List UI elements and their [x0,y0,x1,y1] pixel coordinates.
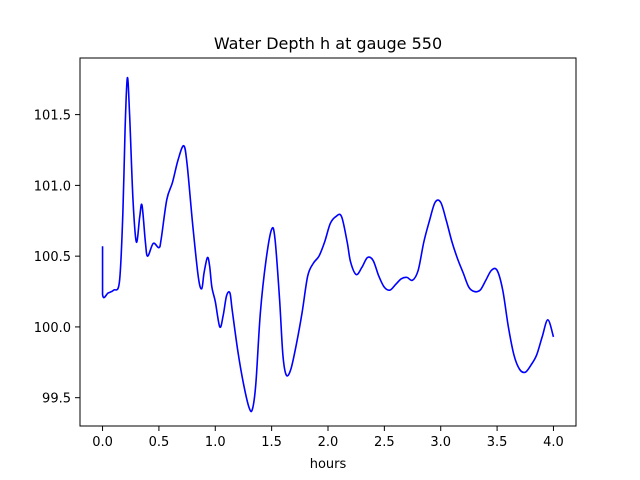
y-axis: 99.5 100.0 100.5 101.0 101.5 [34,109,80,407]
plot-frame [79,57,577,427]
x-tick-label: 0.0 [92,435,113,450]
y-tick-label: 101.0 [34,179,71,194]
x-axis-label: hours [310,457,347,472]
x-axis: 0.0 0.5 1.0 1.5 2.0 2.5 3.0 3.5 4.0 [92,426,564,450]
chart-title: Water Depth h at gauge 550 [214,34,442,53]
x-tick-label: 2.0 [318,435,339,450]
y-tick-label: 99.5 [42,392,71,407]
x-tick-label: 0.5 [149,435,170,450]
x-tick-label: 4.0 [543,435,564,450]
x-tick-label: 2.5 [374,435,395,450]
x-tick-label: 3.0 [430,435,451,450]
y-tick-label: 101.5 [34,109,71,124]
series-layer [101,77,555,413]
x-tick-label: 1.5 [261,435,282,450]
x-tick-label: 3.5 [487,435,508,450]
series-line-0 [101,77,555,413]
y-tick-label: 100.0 [34,321,71,336]
y-tick-label: 100.5 [34,250,71,265]
x-tick-label: 1.0 [205,435,226,450]
